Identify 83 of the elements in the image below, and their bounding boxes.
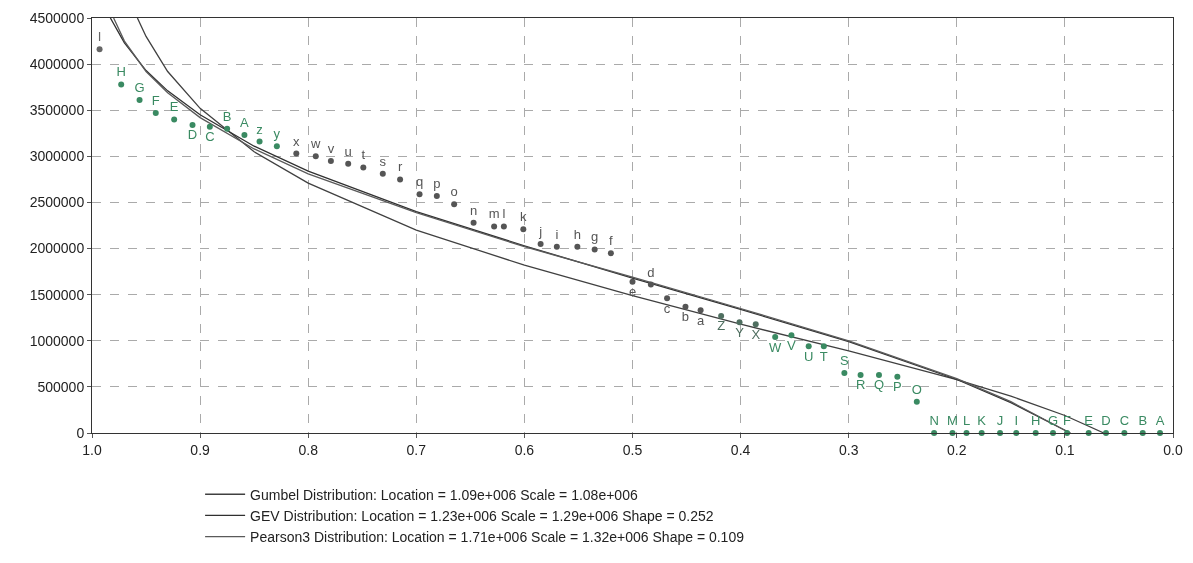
x-tick-label: 0.3 <box>838 441 859 458</box>
data-label: X <box>751 326 761 342</box>
data-label: Y <box>735 324 745 340</box>
x-tick-label: 0.7 <box>406 441 427 458</box>
data-label: j <box>538 223 543 239</box>
data-label: M <box>947 413 958 428</box>
data-label: u <box>344 143 352 159</box>
x-tick-label: 0.2 <box>947 441 967 458</box>
data-label: d <box>647 264 655 280</box>
data-label: N <box>929 413 939 428</box>
data-label: L <box>962 413 971 428</box>
legend-label: Gumbel Distribution: Location = 1.09e+006 Scale = 1.08e+006 <box>250 486 638 503</box>
data-label: B <box>222 108 232 124</box>
data-label: o <box>450 184 458 200</box>
data-label: t <box>361 147 366 163</box>
x-tick-label: 0.1 <box>1055 441 1075 458</box>
y-tick-label: 3500000 <box>29 102 85 119</box>
data-label: C <box>205 129 215 145</box>
data-label: A <box>1155 413 1165 428</box>
data-label: w <box>310 136 322 152</box>
x-tick-label: 0.6 <box>514 441 535 458</box>
data-label: c <box>663 300 671 316</box>
data-label: l <box>502 206 506 222</box>
y-tick-label: 500000 <box>37 378 85 395</box>
legend-label: Pearson3 Distribution: Location = 1.71e+006 Scale = 1.32e+006 Shape = 0.109 <box>250 529 745 546</box>
data-label: C <box>1119 413 1130 428</box>
x-tick-label: 0.8 <box>298 441 319 458</box>
data-label: r <box>397 159 403 175</box>
data-label: n <box>469 202 478 218</box>
data-label: m <box>488 206 500 222</box>
data-label: F <box>1063 413 1072 428</box>
data-label: g <box>591 229 599 245</box>
data-label: R <box>855 377 866 393</box>
data-label: f <box>609 233 614 249</box>
data-label: S <box>840 353 850 369</box>
data-label: E <box>1084 413 1094 428</box>
data-label: G <box>134 80 145 96</box>
data-label: B <box>1138 413 1148 428</box>
data-label: s <box>379 153 387 169</box>
y-tick-label: 2000000 <box>29 240 85 257</box>
data-label: q <box>415 174 424 190</box>
y-tick-label: 2500000 <box>29 194 85 211</box>
data-label: b <box>681 309 690 325</box>
data-label: K <box>977 413 987 428</box>
data-label: T <box>819 348 828 364</box>
data-label: I <box>1014 413 1019 428</box>
data-label: F <box>151 92 160 108</box>
data-label: p <box>433 175 441 191</box>
y-tick-label: 3000000 <box>29 148 85 165</box>
data-label: a <box>696 312 705 328</box>
x-tick-label: 1.0 <box>82 441 102 458</box>
y-tick-label: 0 <box>76 424 85 441</box>
x-tick-label: 0.9 <box>190 441 211 458</box>
y-tick-label: 1000000 <box>29 332 85 349</box>
data-label: k <box>520 209 528 225</box>
data-label: P <box>893 379 902 395</box>
x-tick-label: 0.5 <box>622 441 643 458</box>
data-label: h <box>573 226 581 242</box>
data-label: E <box>169 99 179 115</box>
y-tick-label: 4000000 <box>29 56 85 73</box>
x-tick-label: 0.4 <box>730 441 751 458</box>
data-label: V <box>787 337 797 353</box>
data-label: U <box>804 348 814 364</box>
data-label: A <box>240 115 250 131</box>
data-label: D <box>187 127 198 143</box>
legend-label: GEV Distribution: Location = 1.23e+006 Scale = 1.29e+006 Shape = 0.252 <box>250 507 714 524</box>
data-label: Z <box>717 318 726 334</box>
data-label: Q <box>873 377 885 393</box>
data-label: i <box>555 226 559 242</box>
data-label: v <box>327 140 335 156</box>
y-tick-label: 1500000 <box>29 286 85 303</box>
data-label: O <box>911 381 922 397</box>
x-tick-label: 0.0 <box>1163 441 1183 458</box>
data-label: I <box>97 29 102 45</box>
data-label: D <box>1101 413 1111 428</box>
data-label: y <box>273 126 281 142</box>
y-tick-label: 4500000 <box>29 9 85 26</box>
data-label: J <box>996 413 1004 428</box>
data-label: z <box>256 121 263 137</box>
data-label: W <box>769 339 783 355</box>
data-label: x <box>293 133 301 149</box>
data-label: H <box>116 64 126 80</box>
data-label: H <box>1031 413 1041 428</box>
